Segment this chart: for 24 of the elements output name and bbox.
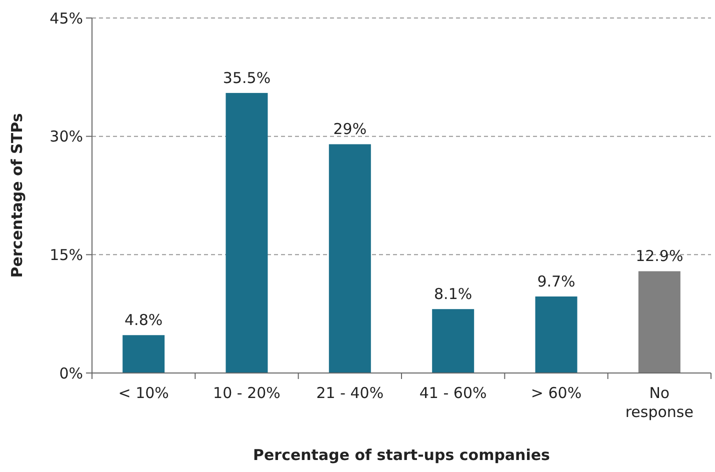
x-tick-label: No response [625,384,694,421]
data-label: 9.7% [537,272,576,290]
data-label: 4.8% [124,311,163,330]
y-tick-label: 30% [50,128,83,146]
y-tick-label: 15% [50,246,83,264]
data-label: 35.5% [222,68,271,87]
bar [535,296,578,373]
bar [432,309,474,373]
bar [328,144,371,373]
y-tick-label: 0% [59,364,83,382]
bar [226,92,268,373]
x-tick-label: 41 - 60% [419,384,487,402]
bar [638,271,680,373]
data-label: 12.9% [636,247,684,266]
x-axis-title: Percentage of start-ups companies [253,446,550,464]
data-label: 29% [333,120,367,138]
y-tick-label: 45% [50,9,83,28]
data-label: 8.1% [434,285,472,304]
x-tick-label: < 10% [118,384,169,402]
x-tick-label: > 60% [530,384,582,402]
x-tick-label: 21 - 40% [316,384,384,402]
x-tick-label: 10 - 20% [213,384,280,402]
bar [122,335,165,373]
y-axis-title: Percentage of STPs [8,113,26,278]
